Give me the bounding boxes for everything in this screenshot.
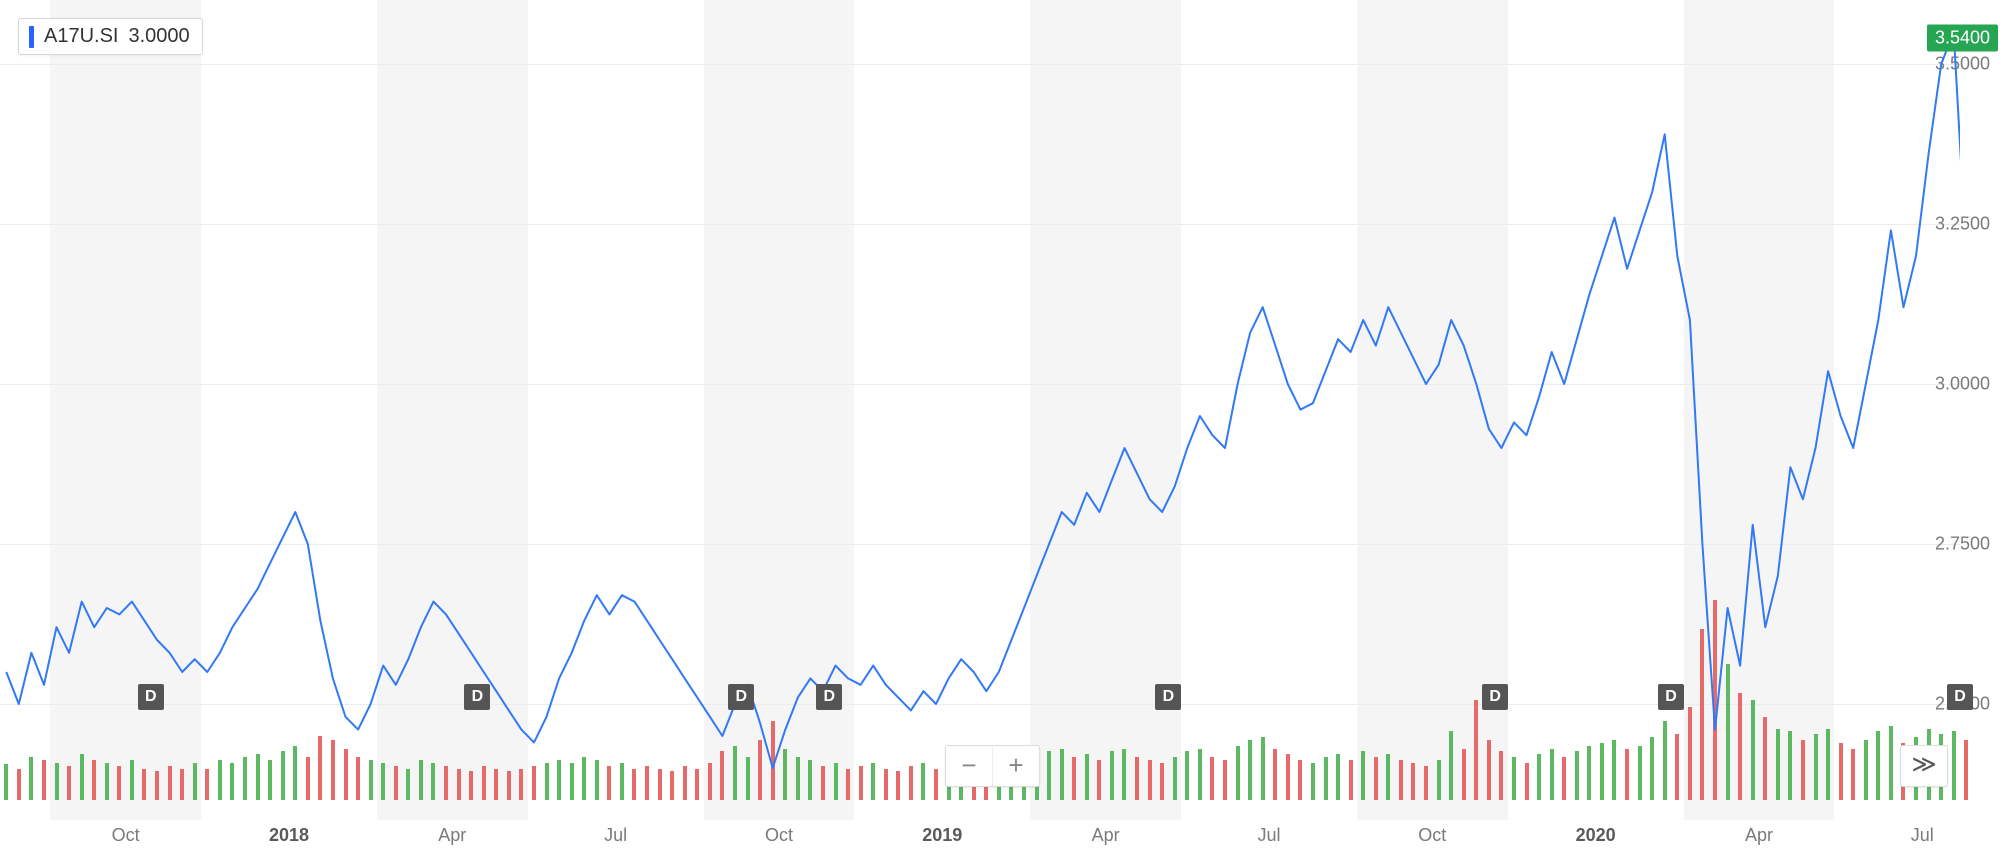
ticker-symbol: A17U.SI <box>44 25 118 48</box>
dividend-marker[interactable]: D <box>728 684 754 710</box>
last-price-flag: 3.5400 <box>1927 25 1998 52</box>
goto-realtime-button[interactable]: ≫ <box>1900 745 1948 787</box>
x-axis: Oct 2018 Apr Jul Oct 2019 Apr Jul Oct 2020 Apr Jul <box>0 820 1960 850</box>
x-tick-label: Apr <box>1092 825 1120 846</box>
x-tick-label: 2018 <box>269 825 309 846</box>
x-tick-label: 2020 <box>1576 825 1616 846</box>
ticker-value: 3.0000 <box>128 25 189 48</box>
ticker-accent-bar <box>29 26 34 48</box>
dividend-marker[interactable]: D <box>464 684 490 710</box>
dividend-marker[interactable]: D <box>816 684 842 710</box>
ticker-badge[interactable]: A17U.SI 3.0000 <box>18 18 203 55</box>
zoom-out-button[interactable]: − <box>946 746 993 786</box>
x-tick-label: Oct <box>765 825 793 846</box>
dividend-marker[interactable]: D <box>1155 684 1181 710</box>
dividend-marker[interactable]: D <box>1947 684 1973 710</box>
zoom-control: −+ <box>945 745 1040 787</box>
dividend-marker[interactable]: D <box>1482 684 1508 710</box>
x-tick-label: Oct <box>112 825 140 846</box>
x-tick-label: Jul <box>1911 825 1934 846</box>
x-tick-label: Oct <box>1418 825 1446 846</box>
chart-plot-area[interactable]: DDDDDDDD <box>0 0 1960 820</box>
x-tick-label: Apr <box>1745 825 1773 846</box>
zoom-in-button[interactable]: + <box>993 746 1039 786</box>
dividend-marker[interactable]: D <box>138 684 164 710</box>
x-tick-label: Jul <box>604 825 627 846</box>
x-tick-label: Apr <box>438 825 466 846</box>
dividend-marker[interactable]: D <box>1658 684 1684 710</box>
x-tick-label: Jul <box>1257 825 1280 846</box>
x-tick-label: 2019 <box>922 825 962 846</box>
